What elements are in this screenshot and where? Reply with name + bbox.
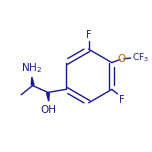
Text: F: F (86, 30, 92, 40)
Text: NH$_2$: NH$_2$ (21, 61, 42, 74)
Text: F: F (119, 95, 125, 105)
Text: O: O (118, 54, 126, 64)
Text: OH: OH (41, 105, 57, 115)
Polygon shape (47, 93, 49, 101)
Text: CF$_3$: CF$_3$ (132, 51, 149, 64)
Polygon shape (31, 77, 34, 85)
